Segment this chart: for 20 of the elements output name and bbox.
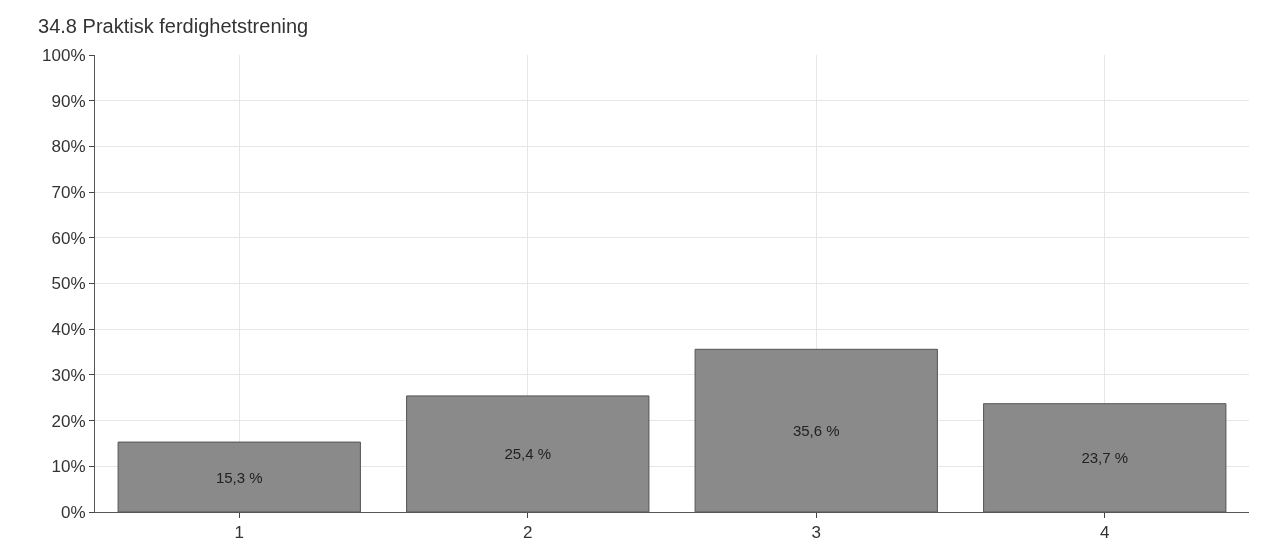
y-tick-label: 20%	[51, 411, 86, 431]
y-tick-label: 30%	[51, 365, 86, 385]
chart-title: 34.8 Praktisk ferdighetstrening	[38, 15, 309, 38]
y-tick-label: 80%	[51, 137, 86, 157]
y-tick-label: 40%	[51, 320, 86, 340]
data-label: 35,6 %	[792, 422, 840, 440]
y-tick-label: 0%	[61, 502, 86, 522]
y-tick-label: 90%	[51, 91, 86, 111]
y-tick-label: 10%	[51, 457, 86, 477]
y-tick-label: 60%	[51, 228, 86, 248]
y-tick-label: 70%	[51, 183, 86, 203]
y-tick-label: 100%	[42, 45, 86, 65]
x-tick-label: 3	[811, 523, 821, 543]
x-tick-label: 1	[234, 523, 244, 543]
data-label: 23,7 %	[1081, 449, 1129, 467]
data-label: 15,3 %	[215, 468, 263, 486]
x-tick-label: 4	[1100, 523, 1110, 543]
data-label: 25,4 %	[504, 445, 552, 463]
y-tick-label: 50%	[51, 274, 86, 294]
x-tick-label: 2	[523, 523, 533, 543]
